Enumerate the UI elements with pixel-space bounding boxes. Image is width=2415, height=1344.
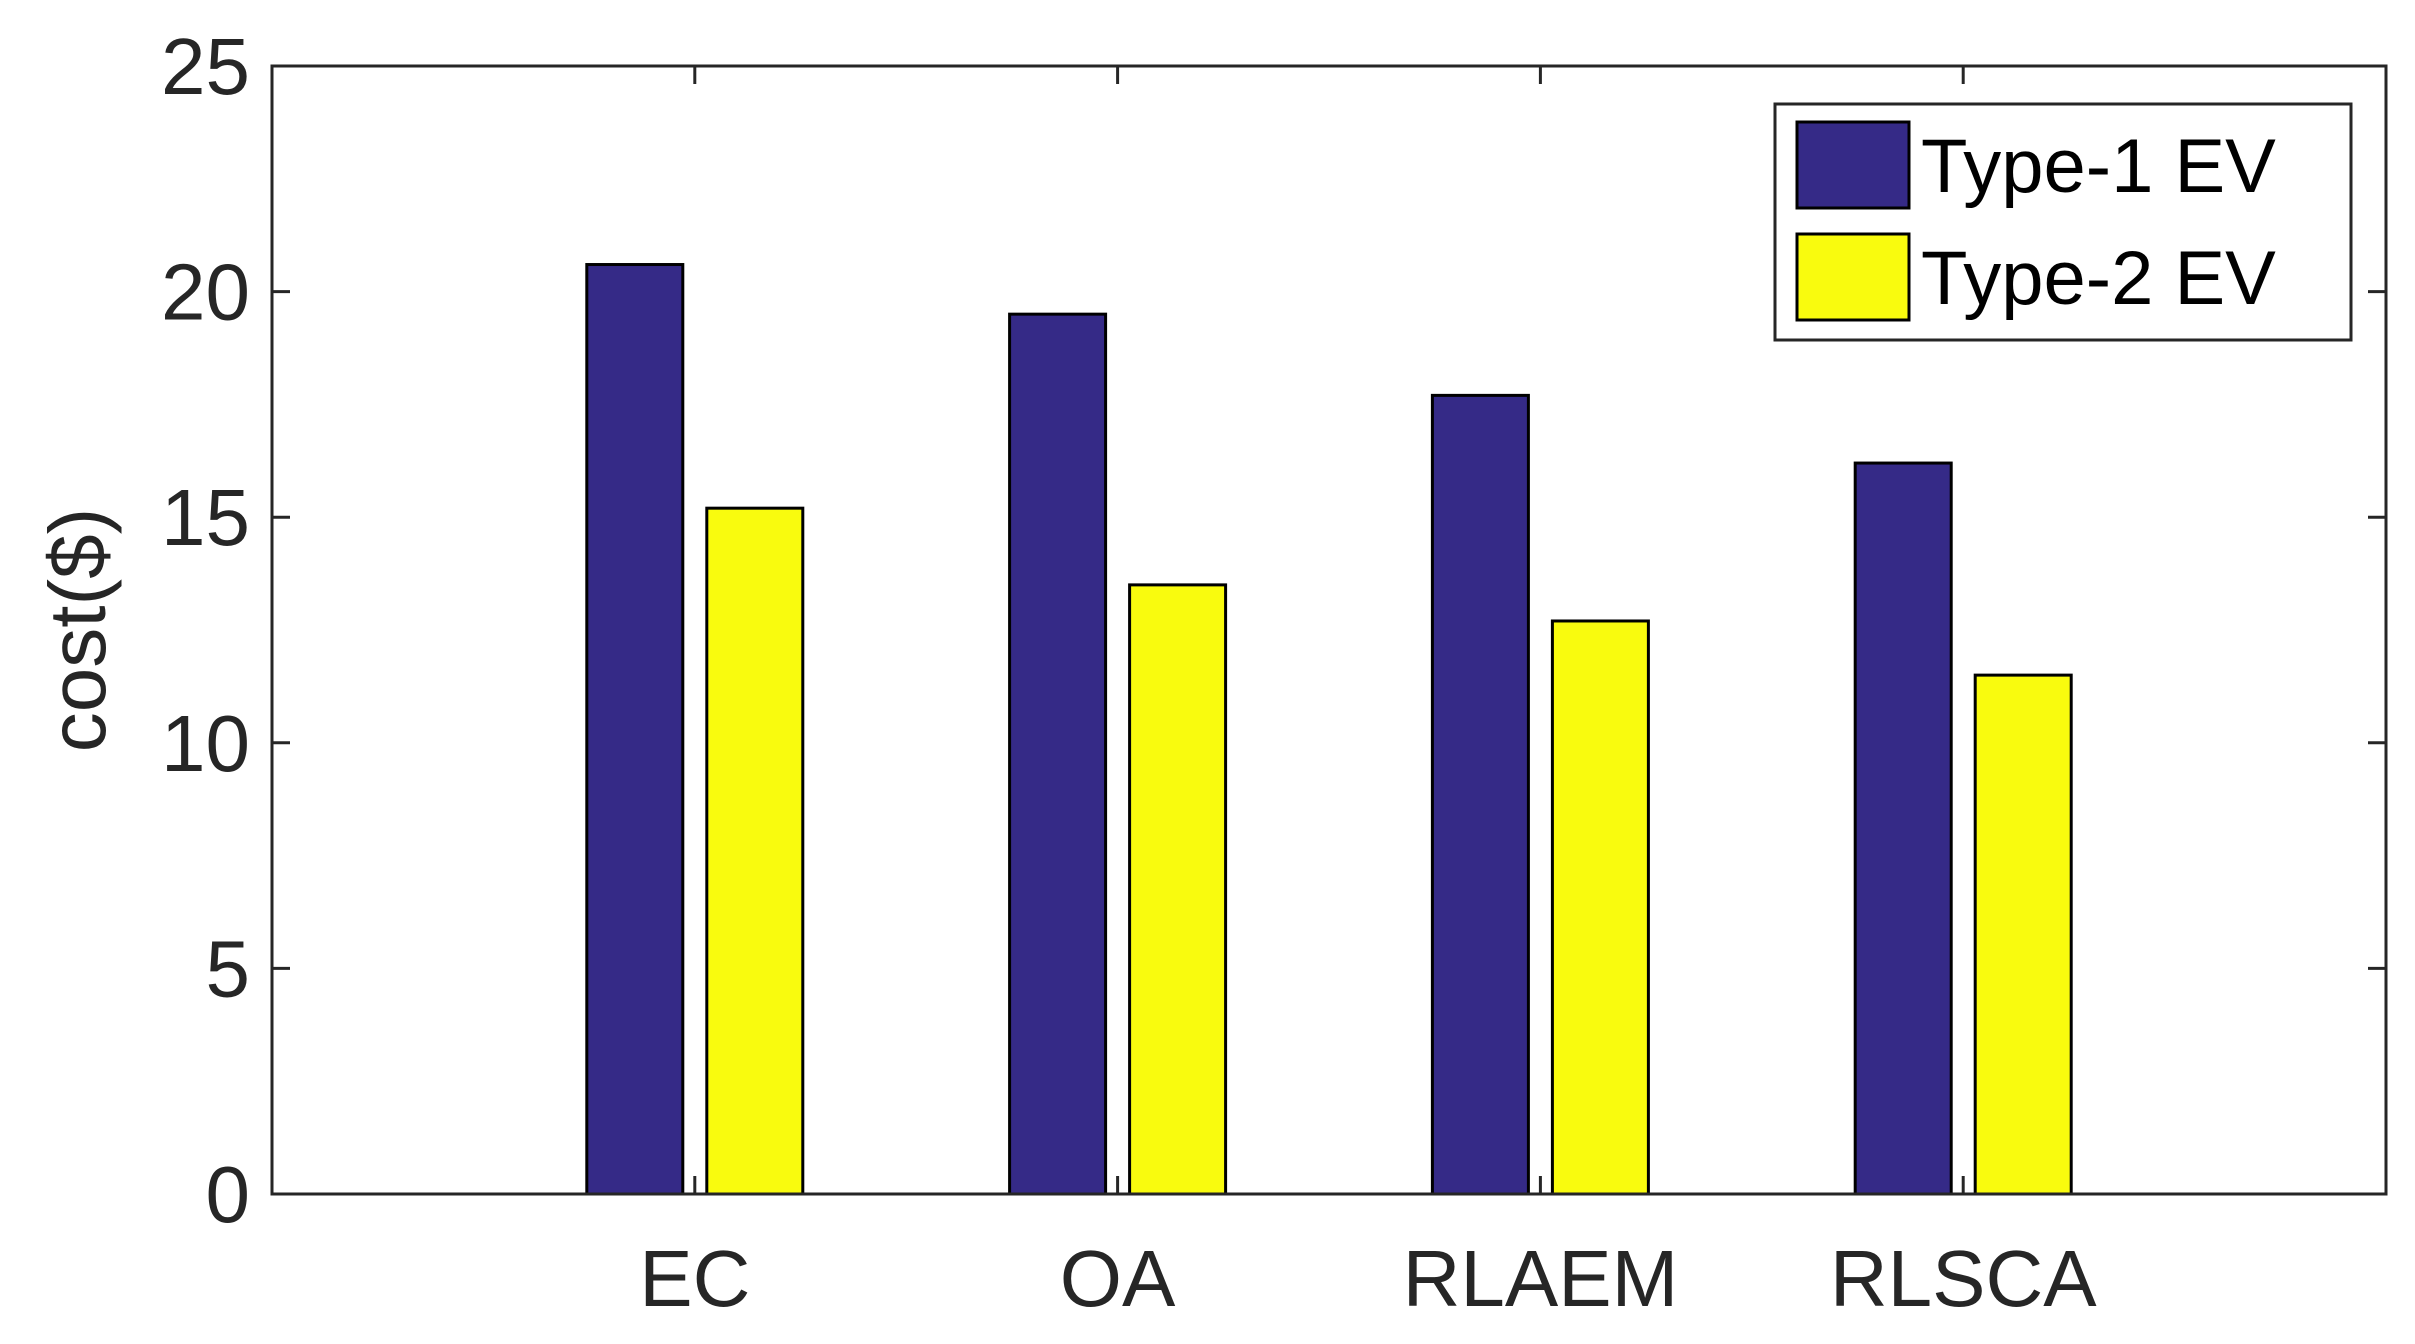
- x-tick-label: RLAEM: [1403, 1234, 1679, 1323]
- y-tick-label: 5: [206, 924, 251, 1013]
- y-tick-label: 20: [161, 248, 250, 337]
- bar-series-1-ec: [585, 263, 685, 1196]
- x-tick-label: OA: [1060, 1234, 1176, 1323]
- legend-swatch-series-1: [1795, 120, 1911, 210]
- bar-series-2-ec: [705, 506, 805, 1196]
- bar-series-2-oa: [1128, 583, 1228, 1196]
- legend-swatch-series-2: [1795, 232, 1911, 322]
- legend-label-series-1: Type-1 EV: [1921, 124, 2276, 209]
- y-tick-label: 25: [161, 22, 250, 111]
- x-tick-labels: EC OA RLAEM RLSCA: [639, 1234, 2097, 1323]
- legend: Type-1 EV Type-2 EV: [1773, 102, 2353, 342]
- y-tick-label: 15: [161, 473, 250, 562]
- y-axis-label: cost($): [33, 508, 122, 753]
- bar-series-2-rlaem: [1550, 619, 1650, 1196]
- bar-series-1-rlsca: [1853, 461, 1953, 1196]
- x-tick-label: EC: [639, 1234, 750, 1323]
- legend-label-series-2: Type-2 EV: [1921, 236, 2276, 321]
- bar-series-1-oa: [1008, 312, 1108, 1196]
- y-tick-label: 0: [206, 1150, 251, 1239]
- bar-series-1-rlaem: [1430, 393, 1530, 1196]
- x-tick-label: RLSCA: [1830, 1234, 2097, 1323]
- y-tick-label: 10: [161, 699, 250, 788]
- bar-series-2-rlsca: [1973, 673, 2073, 1196]
- bars-group: [585, 263, 2073, 1196]
- y-tick-labels: 0 5 10 15 20 25: [161, 22, 250, 1239]
- axes-box: [270, 64, 2388, 1196]
